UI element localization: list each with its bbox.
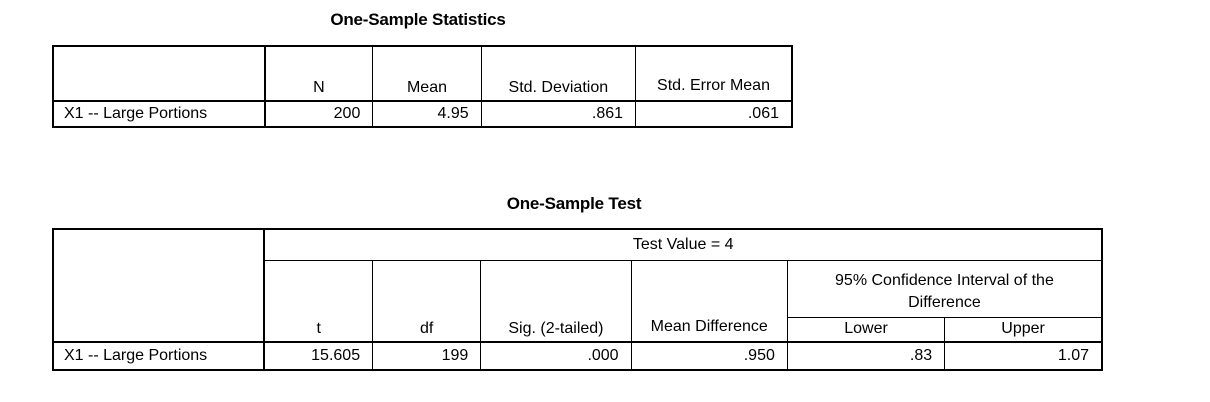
- cell-mean: 4.95: [372, 100, 482, 128]
- header-std-error-mean: Std. Error Mean: [635, 45, 793, 102]
- header-df: df: [372, 259, 482, 343]
- test-value-row: Test Value = 4: [52, 228, 1103, 343]
- one-sample-test-table: Test Value = 4 t df Sig. (2-tailed) Mean…: [52, 228, 1103, 371]
- header-n: N: [264, 45, 374, 102]
- cell-t: 15.605: [263, 341, 374, 371]
- header-lower: Lower: [786, 316, 946, 343]
- header-sig: Sig. (2-tailed): [480, 259, 632, 343]
- cell-df: 199: [372, 341, 482, 371]
- cell-sig: .000: [480, 341, 632, 371]
- cell-upper: 1.07: [944, 341, 1103, 371]
- one-sample-statistics-title: One-Sample Statistics: [330, 10, 506, 29]
- row-label: X1 -- Large Portions: [52, 341, 266, 371]
- header-mean: Mean: [372, 45, 482, 102]
- cell-mean-difference: .950: [630, 341, 788, 371]
- cell-std-deviation: .861: [480, 100, 637, 128]
- cell-n: 200: [264, 100, 374, 128]
- header-confidence-interval: 95% Confidence Interval of the Differenc…: [786, 259, 1103, 318]
- corner-cell: [52, 228, 266, 343]
- header-upper: Upper: [944, 316, 1103, 343]
- corner-cell: [52, 45, 266, 102]
- cell-lower: .83: [786, 341, 946, 371]
- header-row: t df Sig. (2-tailed) Mean Difference 95%…: [53, 259, 1103, 343]
- header-std-deviation: Std. Deviation: [480, 45, 637, 102]
- cell-std-error-mean: .061: [635, 100, 793, 128]
- header-test-value: Test Value = 4: [263, 228, 1103, 261]
- table-row: X1 -- Large Portions 200 4.95 .861 .061: [52, 100, 793, 128]
- table-row: X1 -- Large Portions 15.605 199 .000 .95…: [52, 341, 1103, 371]
- one-sample-test-title: One-Sample Test: [506, 194, 642, 213]
- row-label: X1 -- Large Portions: [52, 100, 266, 128]
- header-t: t: [263, 259, 374, 343]
- ci-subheader-row: Lower Upper: [53, 316, 1103, 343]
- header-mean-difference: Mean Difference: [630, 259, 788, 343]
- one-sample-statistics-table: N Mean Std. Deviation Std. Error Mean X1…: [52, 45, 793, 128]
- header-row: N Mean Std. Deviation Std. Error Mean: [52, 45, 793, 102]
